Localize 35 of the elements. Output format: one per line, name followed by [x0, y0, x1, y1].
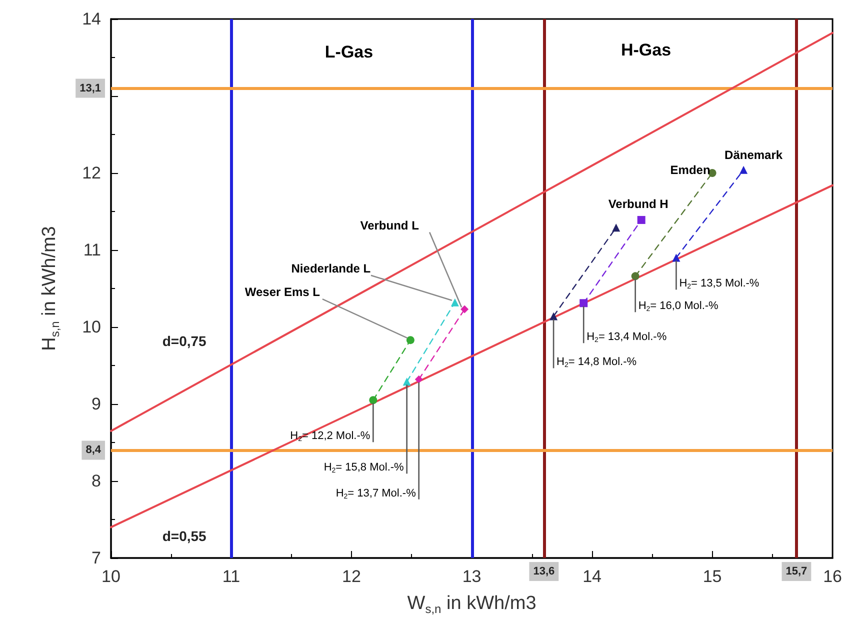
annotation: Niederlande L: [291, 261, 371, 276]
ref-line-label: 13,6: [533, 566, 555, 578]
y-tick-label: 7: [92, 548, 101, 568]
annotation: H-Gas: [620, 40, 672, 60]
annotation: Weser Ems L: [244, 285, 320, 300]
annotation: L-Gas: [324, 42, 374, 62]
ref-line-label: 15,7: [786, 566, 808, 578]
annotation: Verbund H: [608, 196, 668, 211]
annotation: Verbund L: [360, 218, 419, 232]
x-tick-label: 11: [222, 567, 240, 586]
x-tick-label: 13: [462, 567, 482, 586]
x-tick-label: 16: [823, 567, 842, 586]
x-tick-label: 15: [702, 567, 722, 586]
ref-line-label: 13,1: [80, 82, 101, 94]
y-tick-label: 12: [82, 164, 101, 182]
ref-line-label: 8,4: [86, 444, 102, 456]
series-label: d=0,75: [162, 333, 207, 350]
y-tick-label: 14: [82, 10, 101, 28]
y-axis-title: Hs,n in kWh/m3: [39, 226, 62, 351]
annotation: Dänemark: [724, 148, 783, 162]
point: [460, 305, 469, 314]
point: [369, 396, 378, 404]
x-tick-label: 12: [342, 567, 361, 586]
y-tick-label: 8: [92, 472, 101, 490]
point: [414, 375, 423, 384]
y-tick-label: 11: [83, 240, 101, 260]
point: [406, 336, 414, 344]
point: [580, 299, 588, 308]
y-tick-label: 9: [92, 394, 101, 414]
series-label: d=0,55: [162, 528, 207, 544]
point: [637, 216, 646, 224]
y-tick-label: 10: [82, 318, 101, 336]
x-tick-label: 14: [582, 567, 602, 586]
point: [631, 272, 640, 280]
annotation: Emden: [670, 163, 710, 177]
